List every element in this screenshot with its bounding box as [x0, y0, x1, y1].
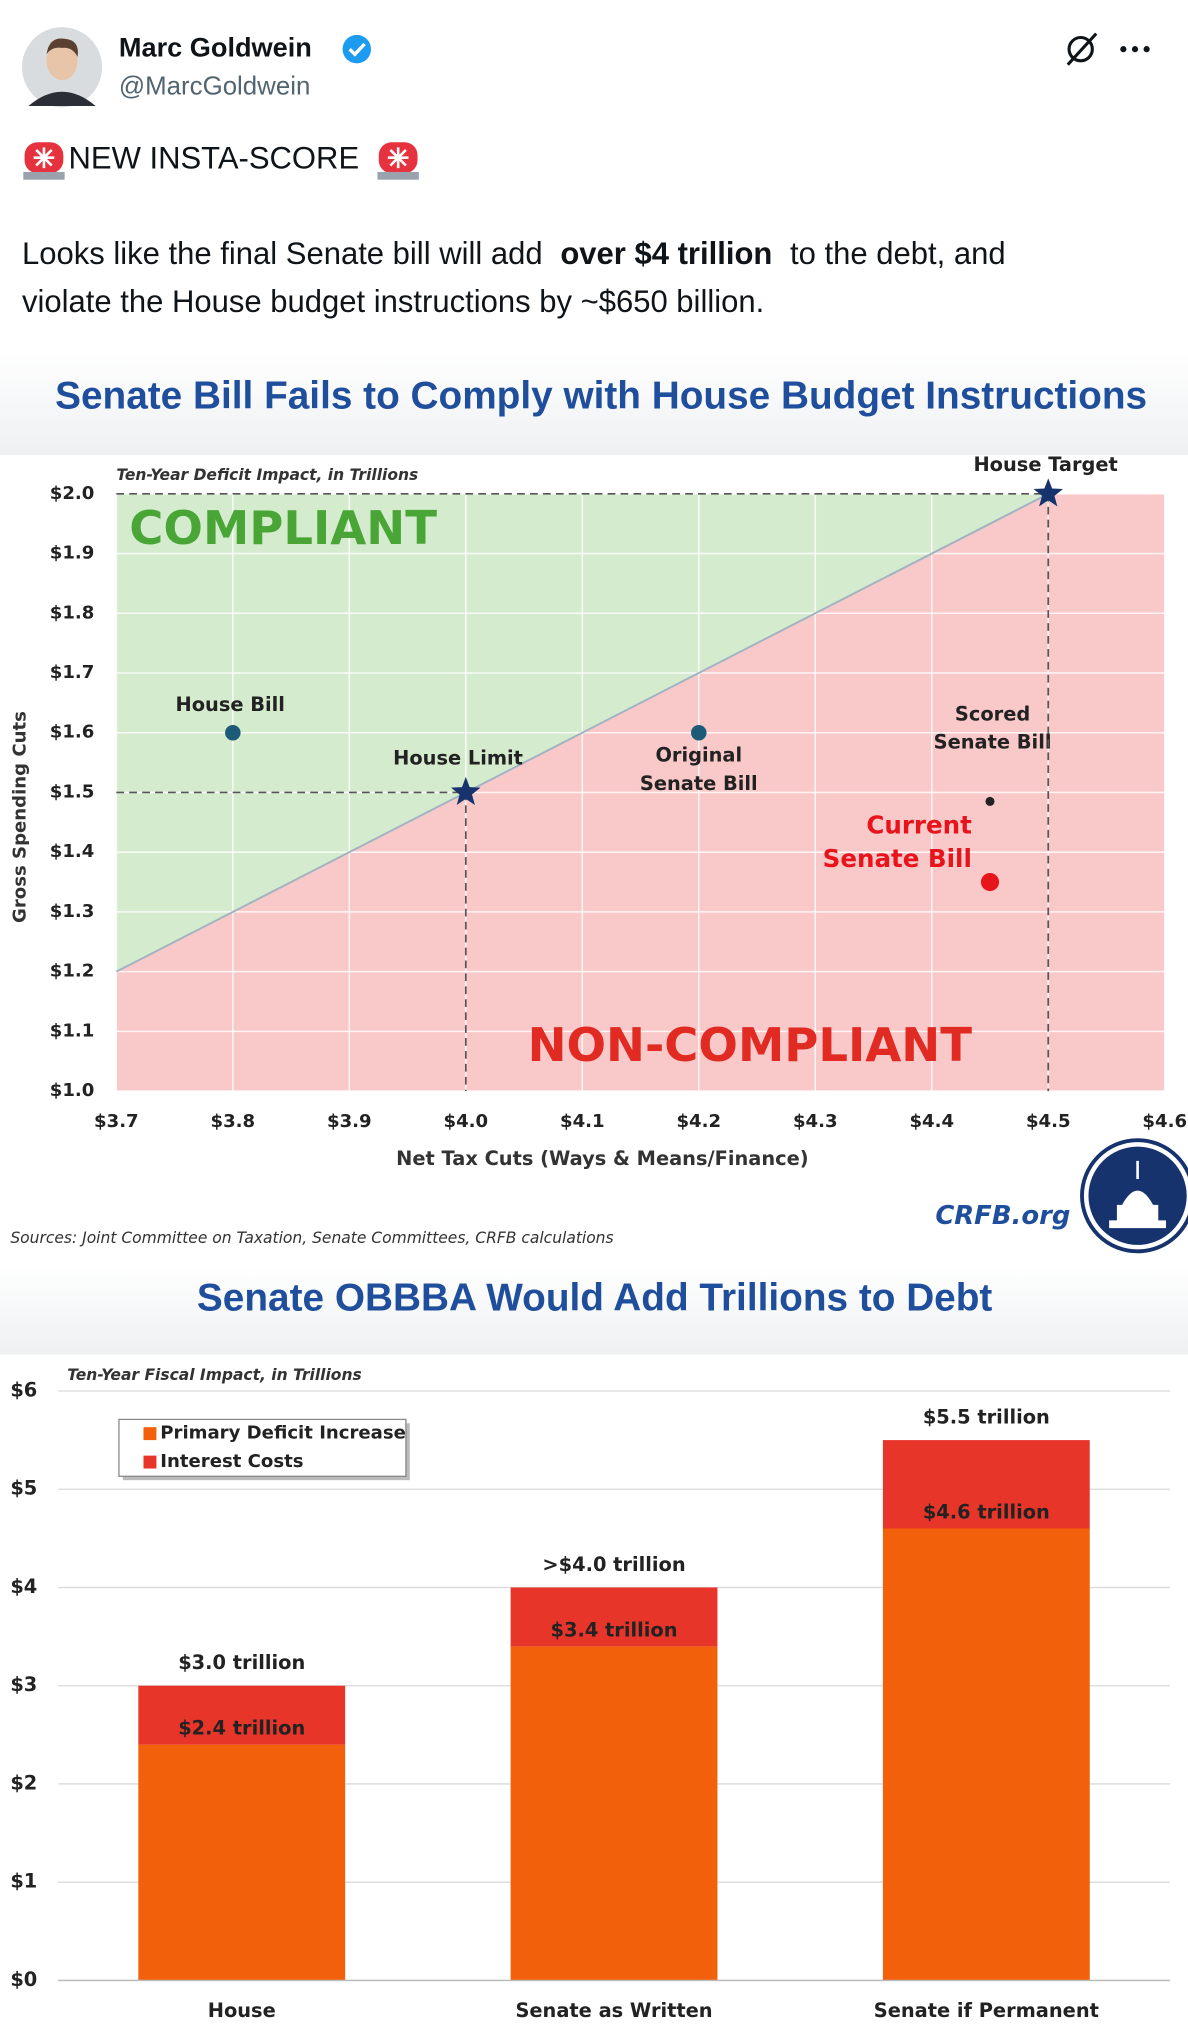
y-tick-label: $1.7 [50, 662, 95, 683]
value-label: $2.4 trillion [178, 1717, 305, 1740]
y-axis-label: Gross Spending Cuts [10, 711, 31, 923]
point-label: Senate Bill [640, 772, 758, 795]
body-text: to the debt, and [790, 236, 1006, 271]
x-tick-label: $3.8 [211, 1111, 256, 1132]
siren-icon [377, 142, 419, 180]
chart-title: Senate Bill Fails to Comply with House B… [55, 374, 1147, 417]
point-label: House Limit [393, 746, 523, 769]
point-label: Scored [955, 702, 1030, 725]
more-menu[interactable] [1120, 46, 1150, 53]
region-label: NON-COMPLIANT [528, 1018, 973, 1072]
body-line: Looks like the final Senate bill will ad… [22, 236, 1006, 271]
y-tick-label: $6 [10, 1378, 37, 1401]
point-label: House Target [973, 453, 1117, 476]
verified-badge [342, 34, 372, 64]
debt-chart: Senate OBBBA Would Add Trillions to Debt… [10, 1277, 1170, 2022]
y-tick-label: $1.2 [50, 961, 95, 982]
y-tick-label: $1.6 [50, 722, 95, 743]
x-tick-label: Senate if Permanent [874, 1999, 1099, 2022]
reference-line [116, 492, 1050, 1092]
region-label: COMPLIANT [129, 501, 437, 555]
y-tick-label: $3 [10, 1673, 37, 1696]
chart-header [0, 351, 1188, 456]
subtitle: Ten-Year Fiscal Impact, in Trillions [67, 1366, 361, 1384]
point [980, 872, 1000, 892]
body-line: violate the House budget instructions by… [22, 284, 764, 319]
x-tick-label: $4.6 [1142, 1111, 1187, 1132]
source-note: Sources: Joint Committee on Taxation, Se… [10, 1229, 613, 1247]
legend-swatch [143, 1427, 157, 1441]
chart-title: Senate OBBBA Would Add Trillions to Debt [197, 1277, 993, 1320]
y-tick-label: $1.9 [50, 543, 95, 564]
point-label: House Bill [176, 693, 285, 716]
y-tick-label: $1.3 [50, 901, 95, 922]
headline: NEW INSTA-SCORE [69, 140, 360, 175]
bar-segment [138, 1744, 346, 1981]
x-tick-label: House [208, 1999, 276, 2022]
y-tick-label: $0 [10, 1968, 37, 1991]
x-tick-label: Senate as Written [515, 1999, 712, 2022]
body-text: violate the House budget instructions by… [22, 284, 764, 319]
legend-label: Primary Deficit Increase [160, 1423, 406, 1444]
author-handle[interactable]: @MarcGoldwein [119, 73, 310, 101]
point [225, 724, 241, 741]
total-label: $5.5 trillion [923, 1406, 1050, 1429]
point-star [1033, 478, 1063, 507]
point-star [451, 776, 481, 805]
x-tick-label: $4.4 [909, 1111, 954, 1132]
value-label: $3.4 trillion [551, 1618, 678, 1641]
y-tick-label: $1.8 [50, 602, 95, 623]
grok-icon[interactable] [1066, 32, 1098, 66]
bar-segment [510, 1587, 718, 1647]
x-tick-label: $3.9 [327, 1111, 372, 1132]
avatar[interactable] [21, 27, 103, 108]
point [985, 796, 995, 806]
chart-header [0, 1266, 1188, 1355]
total-label: $3.0 trillion [178, 1651, 305, 1674]
x-tick-label: $4.0 [444, 1111, 489, 1132]
siren-icon [23, 142, 65, 180]
y-tick-label: $4 [10, 1575, 37, 1598]
y-tick-label: $5 [10, 1477, 37, 1500]
bar-segment [138, 1685, 346, 1745]
legend-swatch [143, 1455, 157, 1469]
point-label: Senate Bill [934, 731, 1052, 754]
x-axis-label: Net Tax Cuts (Ways & Means/Finance) [396, 1147, 808, 1170]
x-tick-label: $4.5 [1026, 1111, 1071, 1132]
total-label: >$4.0 trillion [542, 1553, 685, 1576]
value-label: $4.6 trillion [923, 1501, 1050, 1524]
point-label: Senate Bill [823, 844, 972, 873]
point-label: Current [866, 810, 972, 839]
subtitle: Ten-Year Deficit Impact, in Trillions [116, 466, 418, 484]
brand: CRFB.org [935, 1201, 1070, 1231]
y-tick-label: $1.4 [50, 841, 95, 862]
compliance-chart: Senate Bill Fails to Comply with House B… [10, 374, 1188, 1254]
x-tick-label: $4.1 [560, 1111, 605, 1132]
point [691, 724, 707, 741]
x-tick-label: $3.7 [94, 1111, 139, 1132]
body-bold: over $4 trillion [560, 236, 772, 271]
author-name[interactable]: Marc Goldwein [119, 31, 312, 62]
legend-box [118, 1418, 407, 1477]
x-tick-label: $4.3 [793, 1111, 838, 1132]
bar-segment [510, 1646, 718, 1981]
point-label: Original [655, 743, 742, 766]
bar-segment [882, 1440, 1090, 1529]
compliance-line [115, 492, 1049, 973]
y-tick-label: $1.1 [50, 1020, 95, 1041]
x-tick-label: $4.2 [676, 1111, 721, 1132]
y-tick-label: $1.0 [50, 1080, 95, 1101]
y-tick-label: $2 [10, 1771, 37, 1794]
y-tick-label: $1.5 [50, 781, 95, 802]
body-text: Looks like the final Senate bill will ad… [22, 236, 543, 271]
legend-label: Interest Costs [160, 1451, 303, 1472]
reference-line [116, 791, 467, 1092]
y-tick-label: $2.0 [50, 483, 95, 504]
logo-capitol [1109, 1160, 1167, 1229]
bar-segment [882, 1528, 1090, 1981]
y-tick-label: $1 [10, 1870, 37, 1893]
